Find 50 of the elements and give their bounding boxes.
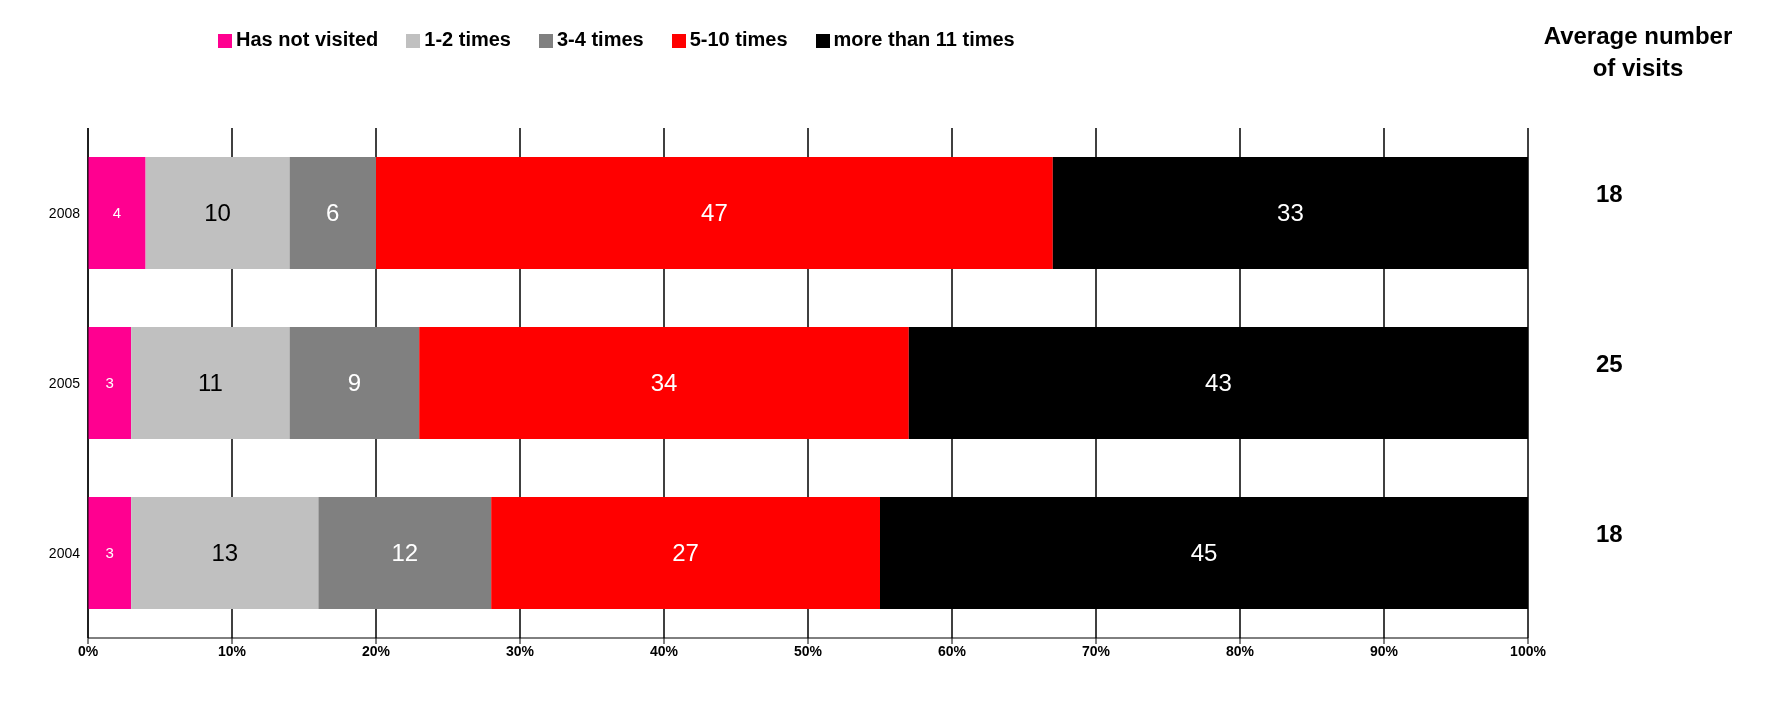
x-tick-label: 90%	[1369, 642, 1399, 659]
legend-label: 3-4 times	[556, 28, 644, 50]
data-label: 3	[105, 544, 114, 562]
text: Average number of visits	[1542, 21, 1734, 83]
x-tick-label: 60%	[937, 642, 967, 659]
data-label: 4	[112, 204, 121, 222]
data-label: 11	[197, 369, 223, 397]
x-tick-label: 10%	[217, 642, 247, 659]
x-tick-label: 20%	[361, 642, 391, 659]
y-tick-label: 2008	[48, 204, 81, 221]
bar	[145, 156, 290, 269]
bar	[88, 496, 132, 609]
y-tick-label: 2005	[48, 374, 81, 391]
data-label: 12	[391, 539, 419, 567]
legend-label: 1-2 times	[424, 28, 511, 50]
bar	[376, 156, 1053, 269]
data-label: 47	[701, 199, 728, 227]
data-label: 10	[204, 199, 231, 227]
bar	[88, 326, 132, 439]
x-tick-label: 80%	[1225, 642, 1255, 659]
x-tick-label: 30%	[505, 642, 535, 659]
bar	[289, 156, 376, 269]
bar	[491, 496, 880, 609]
bar	[131, 326, 290, 439]
data-label: 34	[650, 369, 678, 397]
bar	[419, 326, 909, 439]
bar	[289, 326, 420, 439]
legend-label: more than 11 times	[833, 28, 1015, 50]
bar	[131, 496, 319, 609]
x-tick-label: 100%	[1510, 642, 1547, 659]
x-tick-label: 40%	[649, 642, 679, 659]
data-label: 27	[672, 539, 699, 567]
y-tick-label: 2004	[48, 544, 81, 561]
data-label: 13	[211, 539, 239, 567]
data-label: 33	[1277, 199, 1304, 227]
x-tick-label: 70%	[1081, 642, 1111, 659]
data-label: 9	[347, 369, 362, 397]
data-label: 3	[105, 374, 114, 392]
text: 18	[1596, 179, 1623, 207]
text: 18	[1596, 519, 1623, 547]
x-tick-label: 0%	[77, 642, 99, 659]
text: 25	[1596, 349, 1623, 377]
data-label: 43	[1205, 369, 1232, 397]
legend-label: Has not visited	[236, 28, 379, 50]
bar	[318, 496, 492, 609]
legend-label: 5-10 times	[689, 28, 788, 50]
data-label: 45	[1190, 539, 1218, 567]
data-label: 6	[326, 199, 340, 227]
bar	[88, 156, 146, 269]
x-tick-label: 50%	[793, 642, 823, 659]
